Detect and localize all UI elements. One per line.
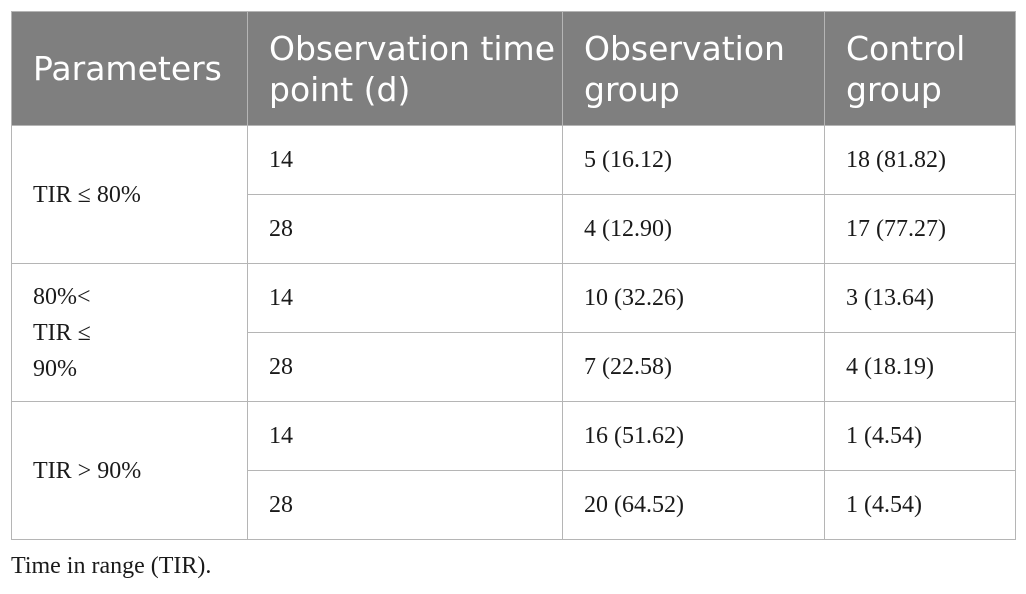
observation-cell: 16 (51.62) [562,401,825,471]
table-row: 80%< TIR ≤ 90% 14 10 (32.26) 3 (13.64) [11,263,1016,402]
observation-cell: 20 (64.52) [562,470,825,540]
results-table: Parameters Observation time point (d) Ob… [11,11,1016,540]
table-body: TIR ≤ 80% 14 5 (16.12) 18 (81.82) 28 4 (… [11,125,1016,540]
time-point-cell: 14 [247,125,563,195]
table-footnote: Time in range (TIR). [11,553,212,579]
control-cell: 17 (77.27) [824,194,1016,264]
header-row: Parameters Observation time point (d) Ob… [11,11,1016,126]
header-observation-group: Observation group [562,11,825,126]
table-row: 28 20 (64.52) 1 (4.54) [12,470,1016,540]
control-cell: 1 (4.54) [824,470,1016,540]
parameter-cell: 80%< TIR ≤ 90% [11,263,248,402]
control-cell: 18 (81.82) [824,125,1016,195]
time-point-cell: 14 [247,263,563,333]
table-row: TIR ≤ 80% 14 5 (16.12) 18 (81.82) [11,125,1016,264]
control-cell: 1 (4.54) [824,401,1016,471]
parameter-cell: TIR > 90% [11,401,248,540]
observation-cell: 4 (12.90) [562,194,825,264]
time-point-cell: 14 [247,401,563,471]
table-row: TIR > 90% 14 16 (51.62) 1 (4.54) [11,401,1016,540]
parameter-cell: TIR ≤ 80% [11,125,248,264]
observation-cell: 5 (16.12) [562,125,825,195]
control-cell: 3 (13.64) [824,263,1016,333]
time-point-cell: 28 [247,194,563,264]
observation-cell: 10 (32.26) [562,263,825,333]
header-parameters: Parameters [11,11,248,126]
time-point-cell: 28 [247,332,563,402]
control-cell: 4 (18.19) [824,332,1016,402]
header-control-group: Control group [824,11,1016,126]
header-time-point: Observation time point (d) [247,11,563,126]
time-point-cell: 28 [247,470,563,540]
table-row: 28 4 (12.90) 17 (77.27) [12,194,1016,264]
table-header: Parameters Observation time point (d) Ob… [11,11,1016,126]
observation-cell: 7 (22.58) [562,332,825,402]
